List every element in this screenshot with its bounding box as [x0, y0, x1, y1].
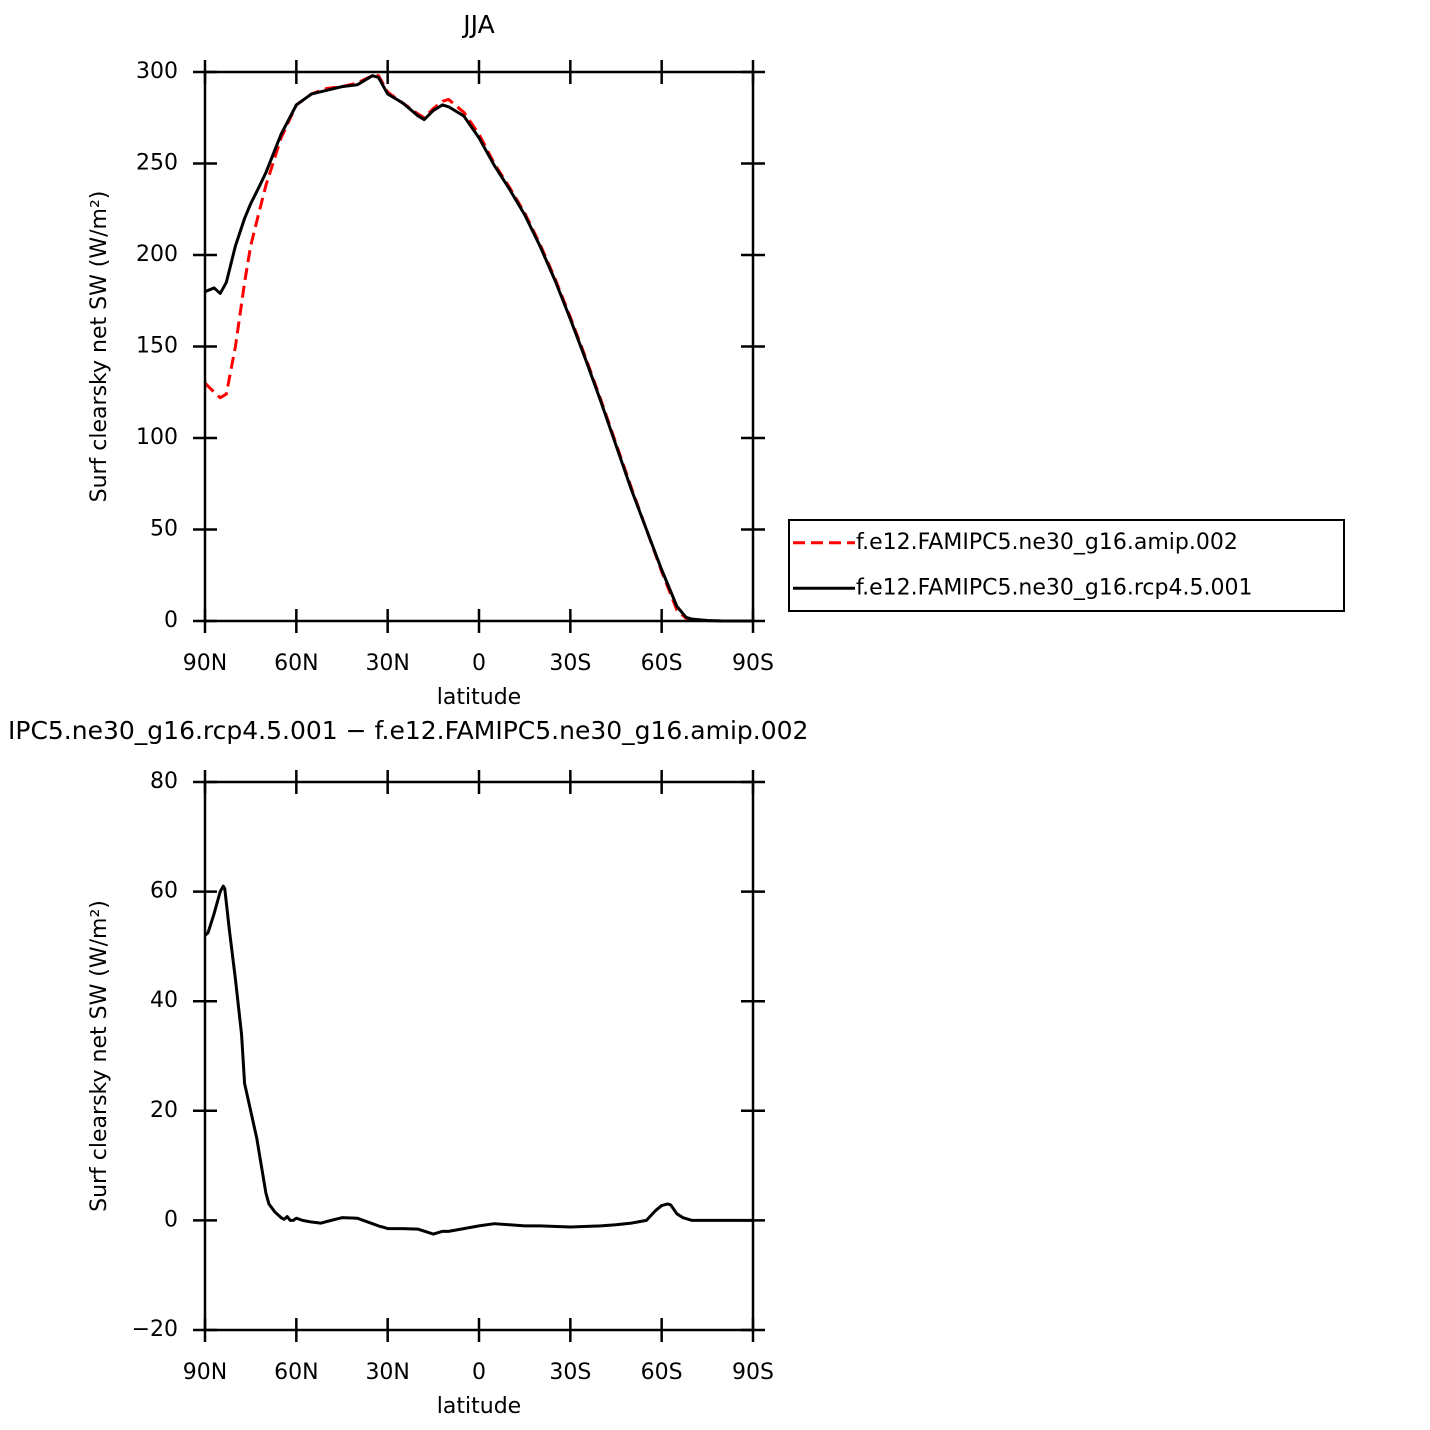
- y-tick-label: 150: [136, 334, 178, 359]
- plot-frame: [203, 70, 755, 623]
- x-tick-label: 0: [472, 1360, 486, 1385]
- x-tick-label: 60N: [274, 651, 318, 676]
- x-tick-label: 60S: [641, 1360, 683, 1385]
- x-tick-label: 30S: [549, 651, 591, 676]
- x-axis-label: latitude: [437, 1394, 521, 1419]
- y-tick-label: 80: [150, 769, 178, 794]
- x-tick-label: 90N: [183, 1360, 227, 1385]
- y-tick-label: 300: [136, 59, 178, 84]
- x-tick-label: 90S: [732, 651, 774, 676]
- x-tick-label: 90S: [732, 1360, 774, 1385]
- chart-title: IPC5.ne30_g16.rcp4.5.001 − f.e12.FAMIPC5…: [8, 716, 808, 745]
- data-line: [204, 74, 753, 623]
- data-line: [203, 74, 753, 623]
- x-tick-label: 0: [472, 651, 486, 676]
- y-axis-label: Surf clearsky net SW (W/m²): [87, 191, 112, 503]
- y-tick-label: 0: [164, 1207, 178, 1232]
- y-tick-label: 20: [150, 1098, 178, 1123]
- x-tick-label: 60S: [641, 651, 683, 676]
- y-tick-label: 40: [150, 988, 178, 1013]
- x-tick-label: 90N: [183, 651, 227, 676]
- x-tick-label: 30S: [549, 1360, 591, 1385]
- y-tick-label: 0: [164, 608, 178, 633]
- y-axis-label: Surf clearsky net SW (W/m²): [87, 900, 112, 1212]
- x-tick-label: 30N: [365, 1360, 409, 1385]
- y-tick-label: 60: [150, 879, 178, 904]
- y-tick-label: 250: [136, 151, 178, 176]
- y-tick-label: 100: [136, 425, 178, 450]
- y-tick-label: 50: [150, 517, 178, 542]
- legend-label: f.e12.FAMIPC5.ne30_g16.rcp4.5.001: [856, 575, 1252, 600]
- x-tick-label: 60N: [274, 1360, 318, 1385]
- x-axis-label: latitude: [437, 685, 521, 710]
- plot-frame: [203, 780, 755, 1332]
- legend-box: [788, 519, 1345, 612]
- legend-label: f.e12.FAMIPC5.ne30_g16.amip.002: [856, 530, 1238, 555]
- y-tick-label: 200: [136, 242, 178, 267]
- y-tick-label: −20: [132, 1317, 178, 1342]
- x-tick-label: 30N: [365, 651, 409, 676]
- chart-title: JJA: [461, 10, 494, 39]
- data-line: [203, 884, 753, 1236]
